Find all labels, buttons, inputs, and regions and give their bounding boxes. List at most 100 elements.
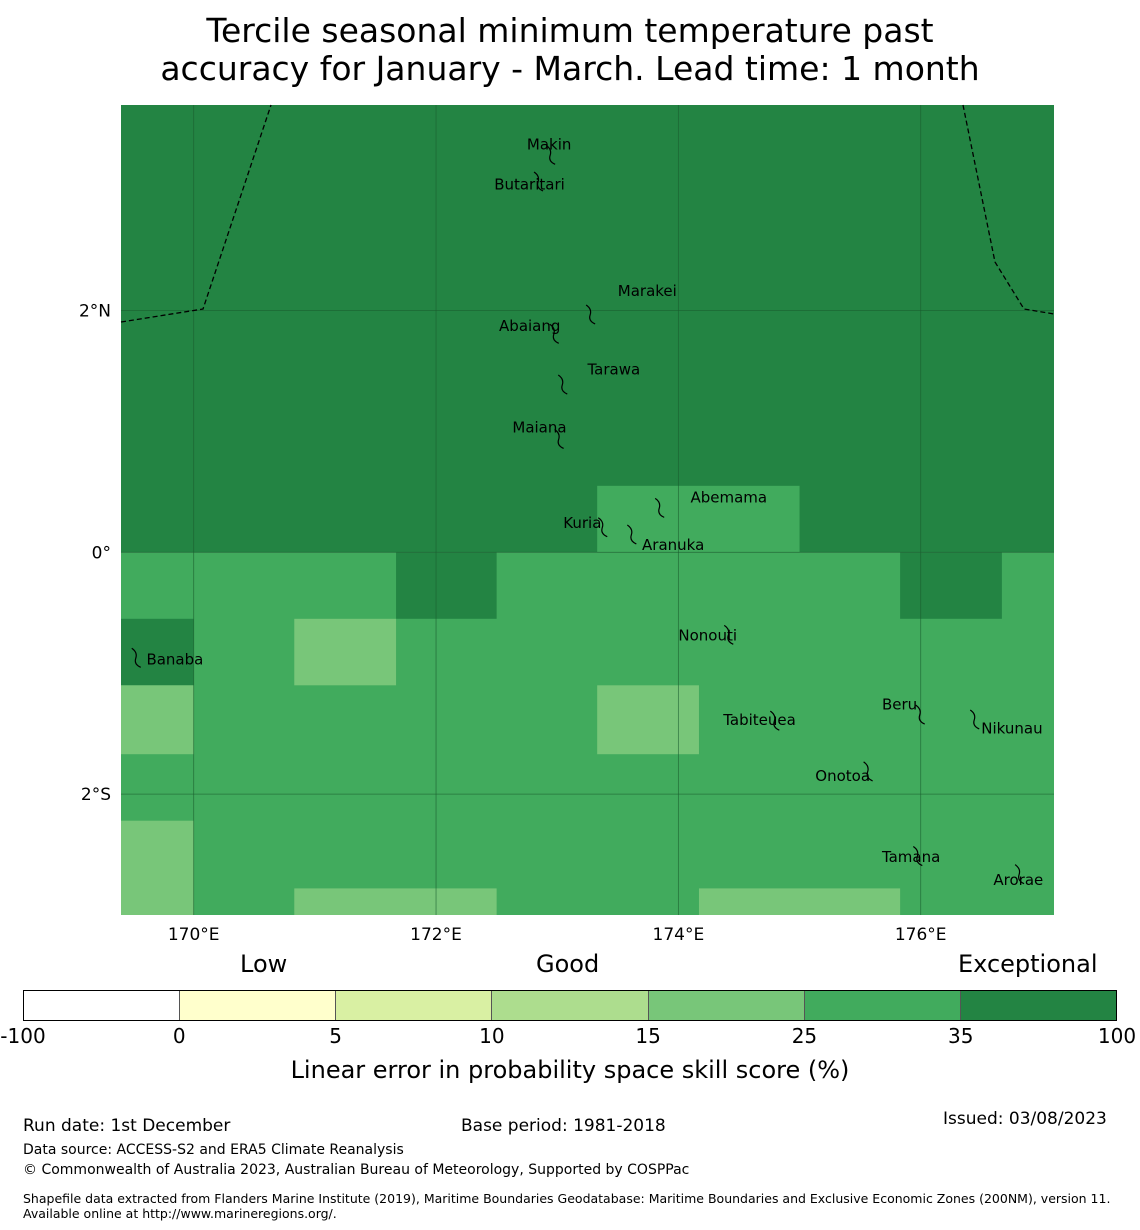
island-label: Maiana	[512, 419, 566, 437]
colorbar-title: Linear error in probability space skill …	[290, 1056, 850, 1084]
eez-boundary-east	[962, 104, 1055, 315]
island-outline	[912, 846, 923, 867]
colorbar-tick-label: 5	[329, 1024, 342, 1048]
island-label: Butaritari	[494, 176, 565, 194]
island-arorae: Arorae	[993, 864, 1043, 889]
eez-boundary-west	[120, 104, 272, 323]
island-marakei: Marakei	[585, 282, 677, 325]
island-label: Abaiang	[499, 317, 560, 335]
island-label: Tarawa	[587, 361, 641, 379]
colorbar	[23, 990, 1117, 1021]
island-onotoa: Onotoa	[815, 761, 873, 785]
island-outline	[557, 374, 568, 395]
island-label: Marakei	[618, 282, 677, 300]
skill-cell-1	[121, 552, 1054, 915]
skill-cell-4	[900, 552, 1002, 619]
colorbar-bin-low1	[180, 991, 337, 1020]
colorbar-bin-low2	[336, 991, 493, 1020]
data-source: Data source: ACCESS-S2 and ERA5 Climate …	[23, 1142, 404, 1158]
island-nonouti: Nonouti	[678, 624, 737, 645]
lon-tick-label: 174°E	[653, 925, 705, 945]
colorbar-label-exceptional: Exceptional	[958, 950, 1098, 978]
island-outline	[545, 144, 556, 165]
colorbar-tick-label: 25	[791, 1024, 818, 1048]
island-label: Nonouti	[678, 627, 737, 645]
lon-tick-label: 176°E	[895, 925, 947, 945]
island-tarawa: Tarawa	[557, 361, 641, 395]
island-outline	[549, 323, 560, 344]
colorbar-tick-label: 0	[172, 1024, 186, 1048]
island-label: Beru	[882, 695, 917, 713]
skill-cell-10	[294, 888, 497, 915]
colorbar-bin-none	[24, 991, 181, 1020]
island-maiana: Maiana	[512, 419, 567, 450]
map-title-line2: accuracy for January - March. Lead time:…	[160, 49, 980, 88]
skill-cell-8	[597, 685, 699, 755]
island-kuria: Kuria	[563, 514, 608, 538]
island-tabiteuea: Tabiteuea	[722, 710, 796, 731]
colorbar-label-low: Low	[240, 950, 288, 978]
island-label: Makin	[527, 136, 572, 154]
island-outline	[597, 517, 608, 538]
skill-cell-9	[121, 820, 194, 915]
colorbar-bin-good_mid	[648, 991, 805, 1020]
colorbar-tick-label: 10	[479, 1024, 505, 1048]
island-label: Onotoa	[815, 767, 870, 785]
lon-tick-label: 170°E	[168, 925, 220, 945]
map-title-line1: Tercile seasonal minimum temperature pas…	[206, 11, 934, 50]
colorbar-label-good: Good	[536, 950, 600, 978]
island-abaiang: Abaiang	[499, 317, 560, 344]
island-outline	[131, 647, 142, 668]
map-title: Tercile seasonal minimum temperature pas…	[0, 12, 1140, 88]
island-outline	[723, 624, 734, 645]
island-nikunau: Nikunau	[969, 709, 1043, 738]
colorbar-bin-good_high	[804, 991, 961, 1020]
island-makin: Makin	[527, 136, 572, 165]
shapefile-credit: Shapefile data extracted from Flanders M…	[23, 1191, 1111, 1221]
colorbar-tick-label: 100	[1097, 1024, 1137, 1048]
island-label: Banaba	[146, 651, 203, 669]
skill-cell-6	[294, 618, 397, 686]
island-outline	[969, 709, 980, 730]
island-outline	[626, 524, 637, 545]
base-period: Base period: 1981-2018	[461, 1116, 666, 1136]
island-outline	[1014, 864, 1025, 885]
island-label: Tabiteuea	[722, 711, 796, 729]
lon-tick-label: 172°E	[410, 925, 462, 945]
island-label: Nikunau	[981, 720, 1042, 738]
lat-tick-label: 0°	[92, 543, 111, 563]
colorbar-tick-label: 15	[635, 1024, 661, 1048]
colorbar-tick-label: -100	[0, 1024, 46, 1048]
island-outline	[769, 710, 780, 731]
island-tamana: Tamana	[881, 846, 940, 867]
island-outline	[585, 304, 596, 325]
skill-cell-7	[121, 685, 194, 755]
island-banaba: Banaba	[131, 647, 203, 669]
colorbar-bin-exceptional	[960, 991, 1116, 1020]
island-aranuka: Aranuka	[626, 524, 704, 554]
island-outline	[863, 761, 873, 782]
island-label: Kuria	[563, 514, 601, 532]
skill-cell-3	[396, 552, 497, 619]
run-date: Run date: 1st December	[23, 1116, 231, 1136]
island-label: Arorae	[993, 871, 1043, 889]
skill-cell-11	[698, 888, 901, 915]
lat-tick-label: 2°N	[79, 302, 111, 322]
skill-cell-5	[121, 618, 194, 686]
island-abemama: Abemama	[654, 489, 767, 518]
issued-date: Issued: 03/08/2023	[943, 1109, 1107, 1129]
copyright: © Commonwealth of Australia 2023, Austra…	[23, 1162, 690, 1178]
island-outline	[654, 497, 665, 518]
island-outline	[915, 704, 925, 725]
skill-map: 2°N 0° 2°S 170°E 172°E 174°E 176°E Makin Butarit…	[79, 104, 1055, 945]
skill-cell-0	[121, 105, 1054, 553]
lat-tick-label: 2°S	[81, 785, 111, 805]
island-beru: Beru	[882, 695, 925, 725]
colorbar-bin-good_low	[492, 991, 649, 1020]
island-label: Tamana	[881, 848, 940, 866]
island-butaritari: Butaritari	[494, 171, 565, 194]
island-label: Abemama	[690, 489, 767, 507]
colorbar-tick-label: 35	[947, 1024, 974, 1048]
skill-cell-2	[597, 485, 800, 553]
island-outline	[554, 428, 564, 450]
